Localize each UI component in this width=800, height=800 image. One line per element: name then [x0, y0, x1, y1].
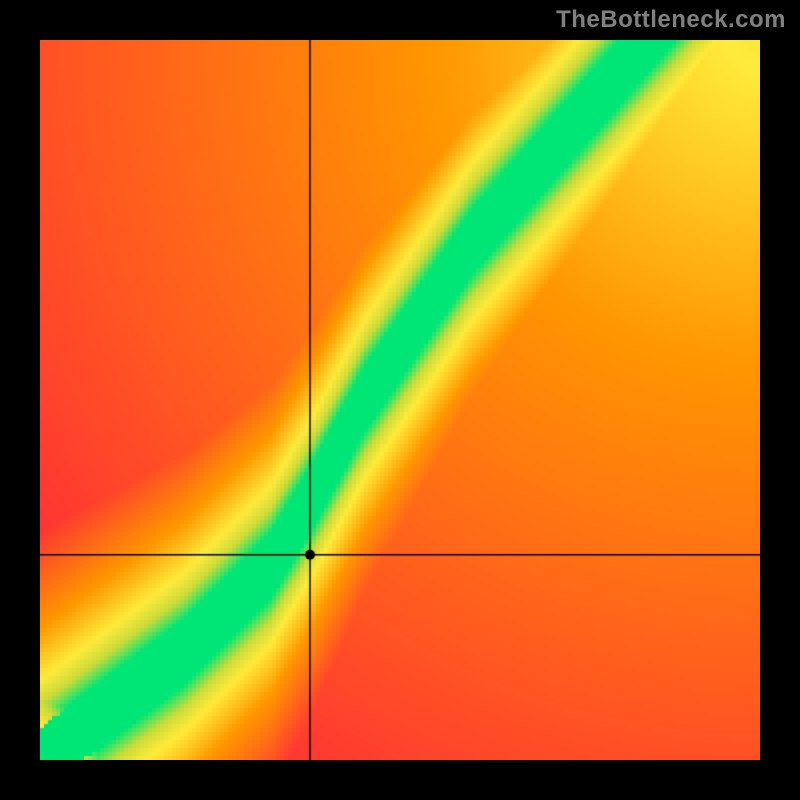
heatmap-canvas	[40, 40, 760, 760]
watermark-text: TheBottleneck.com	[556, 6, 786, 34]
chart-container: TheBottleneck.com	[0, 0, 800, 800]
plot-area	[40, 40, 760, 760]
